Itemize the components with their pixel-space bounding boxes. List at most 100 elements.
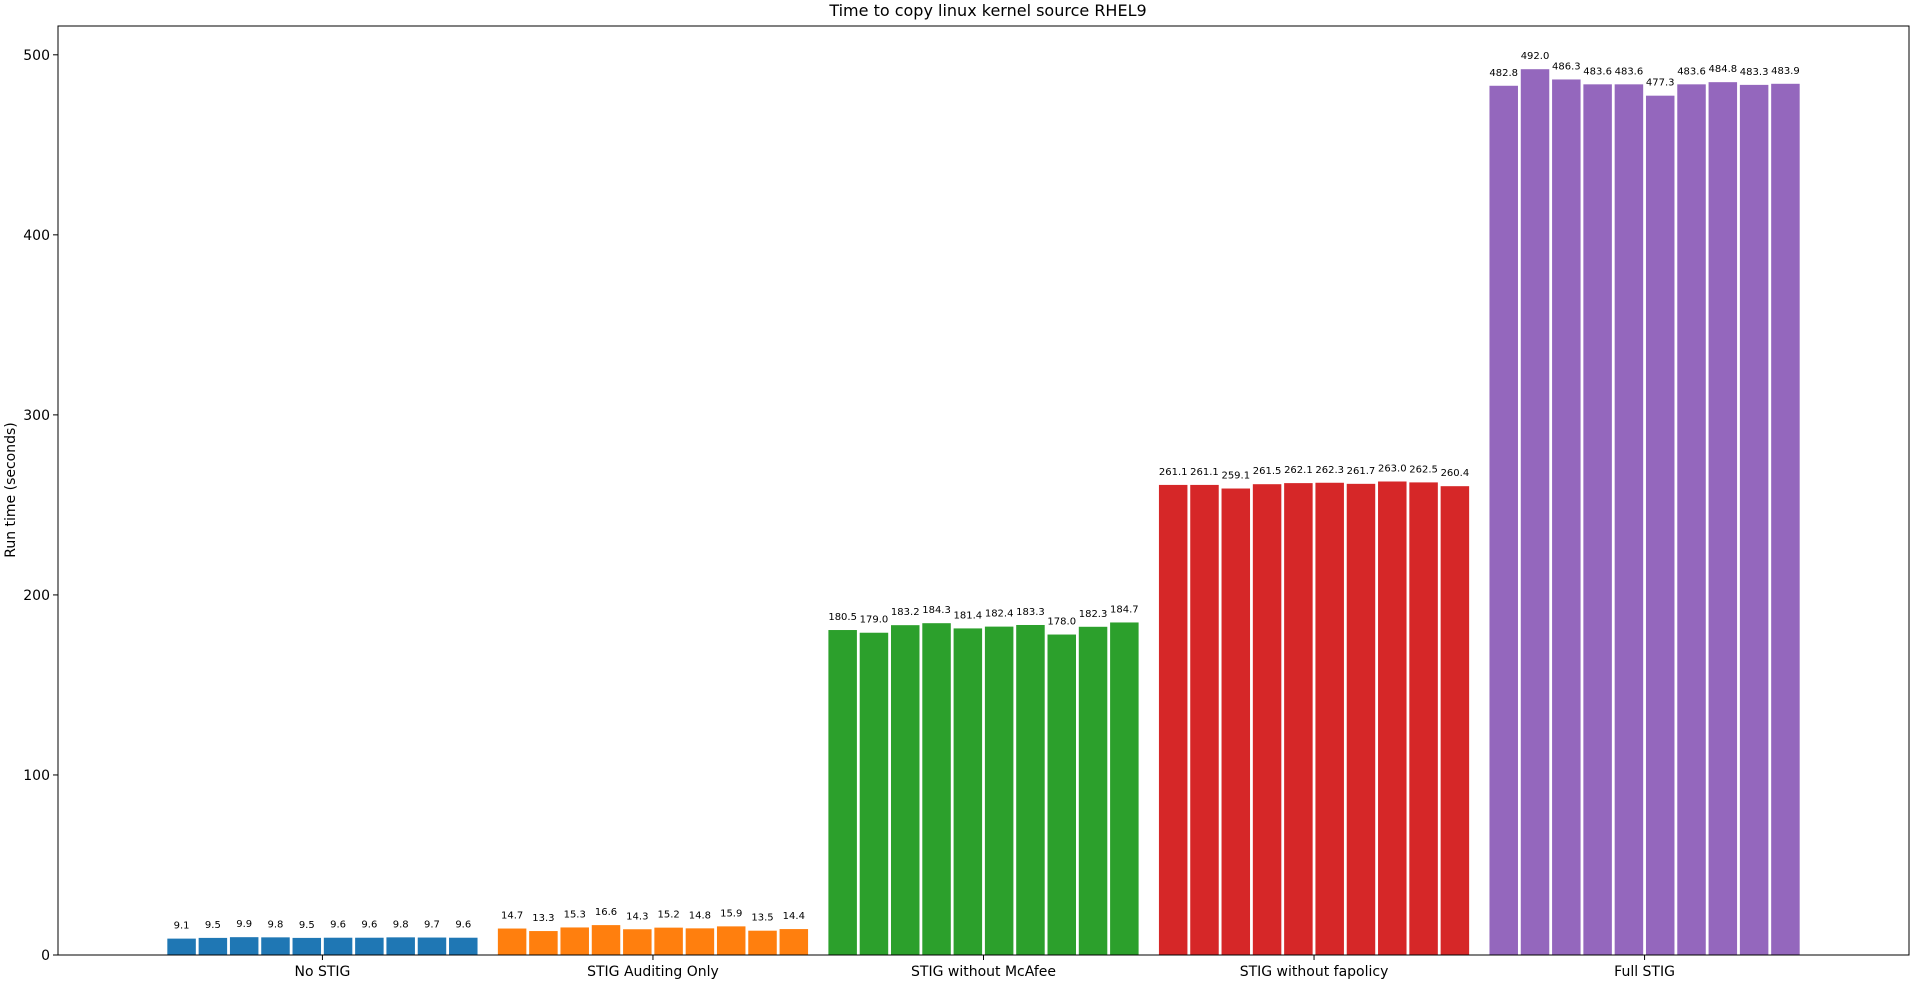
y-tick-label: 100 bbox=[23, 768, 50, 784]
bar bbox=[859, 632, 889, 955]
bar-value-label: 492.0 bbox=[1521, 51, 1550, 62]
bar bbox=[1739, 84, 1769, 955]
bar bbox=[1110, 622, 1139, 955]
bars-layer bbox=[167, 69, 1800, 956]
bar-value-label: 477.3 bbox=[1646, 78, 1675, 89]
bar-value-label: 9.6 bbox=[330, 920, 346, 931]
bar-value-label: 261.1 bbox=[1159, 467, 1188, 478]
bar bbox=[953, 628, 983, 955]
bar-value-label: 181.4 bbox=[954, 610, 983, 621]
x-tick-label: Full STIG bbox=[1614, 964, 1675, 980]
bar-value-label: 483.9 bbox=[1771, 66, 1800, 77]
bar-value-label: 184.7 bbox=[1110, 604, 1139, 615]
bar-value-label: 9.1 bbox=[174, 921, 190, 932]
bar-value-label: 183.2 bbox=[891, 607, 920, 618]
bar-value-label: 14.3 bbox=[626, 911, 648, 922]
x-axis: No STIG STIG Auditing Only STIG without Mc… bbox=[294, 955, 1675, 980]
bar bbox=[449, 937, 478, 955]
bar-value-label: 9.8 bbox=[268, 919, 284, 930]
bar bbox=[229, 937, 259, 955]
y-tick-label: 300 bbox=[23, 408, 50, 424]
bar bbox=[1252, 484, 1282, 955]
y-tick-label: 200 bbox=[23, 588, 50, 604]
bar bbox=[261, 937, 290, 955]
bar-value-label: 14.7 bbox=[501, 911, 523, 922]
bar-value-label: 484.8 bbox=[1709, 64, 1738, 75]
bar bbox=[529, 931, 558, 955]
bar-value-label: 13.5 bbox=[751, 913, 773, 924]
bar-value-label: 15.9 bbox=[720, 908, 742, 919]
bar bbox=[1346, 483, 1376, 955]
bar-value-label: 184.3 bbox=[922, 605, 951, 616]
y-axis: 0 100 200 300 400 500 bbox=[23, 48, 58, 964]
bar-value-label: 178.0 bbox=[1047, 617, 1076, 628]
bar-value-label: 482.8 bbox=[1489, 68, 1518, 79]
bar bbox=[323, 937, 353, 955]
bar bbox=[1489, 85, 1518, 955]
bar bbox=[716, 926, 746, 955]
bar-value-label: 182.3 bbox=[1079, 609, 1108, 620]
bar-value-label: 16.6 bbox=[595, 907, 617, 918]
bar-value-label: 9.5 bbox=[299, 920, 315, 931]
bar bbox=[1645, 95, 1675, 956]
plot-frame bbox=[57, 25, 1910, 956]
x-tick-label: STIG without McAfee bbox=[911, 964, 1056, 980]
bar-value-label: 9.5 bbox=[205, 920, 221, 931]
bar bbox=[1078, 626, 1108, 955]
bar bbox=[891, 625, 920, 955]
y-tick-label: 400 bbox=[23, 228, 50, 244]
bar bbox=[497, 928, 527, 955]
bar-value-label: 179.0 bbox=[860, 615, 889, 626]
bar-value-label: 263.0 bbox=[1378, 463, 1407, 474]
y-tick-label: 0 bbox=[41, 948, 50, 964]
bar bbox=[779, 929, 809, 955]
bar bbox=[1708, 82, 1738, 955]
bar bbox=[1284, 483, 1313, 955]
bar bbox=[1016, 624, 1045, 955]
bar-value-label: 483.3 bbox=[1740, 67, 1769, 78]
x-tick-label: STIG without fapolicy bbox=[1240, 964, 1389, 980]
bar-value-label: 262.3 bbox=[1315, 465, 1344, 476]
bar bbox=[922, 623, 951, 955]
bar bbox=[1047, 634, 1076, 955]
bar-value-label: 14.4 bbox=[783, 911, 805, 922]
bar-labels-layer: 9.1 9.5 9.9 9.8 9.5 9.6 9.6 9.8 9.7 9.6 14.7 13.3 15… bbox=[174, 51, 1800, 931]
y-tick-label: 500 bbox=[23, 48, 50, 64]
bar bbox=[685, 928, 715, 955]
bar bbox=[1221, 488, 1251, 955]
bar-value-label: 483.6 bbox=[1583, 66, 1612, 77]
bar bbox=[417, 937, 447, 955]
bar bbox=[1190, 484, 1219, 955]
bar-value-label: 486.3 bbox=[1552, 61, 1581, 72]
bar bbox=[1158, 484, 1188, 955]
bar bbox=[1378, 481, 1407, 955]
bar bbox=[1440, 486, 1470, 955]
bar-value-label: 15.2 bbox=[657, 910, 679, 921]
bar bbox=[1520, 69, 1550, 956]
bar bbox=[1409, 482, 1438, 955]
bar-value-label: 9.6 bbox=[455, 920, 471, 931]
bar-value-label: 14.8 bbox=[689, 910, 711, 921]
bar bbox=[198, 937, 228, 955]
bar-value-label: 261.1 bbox=[1190, 467, 1219, 478]
bar bbox=[292, 937, 322, 955]
bar-value-label: 9.8 bbox=[393, 919, 409, 930]
bar-value-label: 9.7 bbox=[424, 920, 440, 931]
bar bbox=[984, 626, 1014, 955]
bar bbox=[591, 925, 621, 955]
bar bbox=[828, 630, 857, 955]
bar bbox=[1677, 84, 1706, 955]
bar bbox=[355, 937, 384, 955]
bar-value-label: 180.5 bbox=[828, 612, 857, 623]
bar bbox=[1552, 79, 1581, 956]
bar-value-label: 9.9 bbox=[236, 919, 252, 930]
x-tick-label: No STIG bbox=[294, 964, 350, 980]
bar bbox=[654, 927, 683, 955]
bar-value-label: 182.4 bbox=[985, 609, 1014, 620]
bar bbox=[623, 929, 652, 955]
bar bbox=[167, 938, 196, 955]
bar-value-label: 262.1 bbox=[1284, 465, 1313, 476]
bar-value-label: 262.5 bbox=[1409, 464, 1438, 475]
bar-value-label: 15.3 bbox=[564, 909, 586, 920]
